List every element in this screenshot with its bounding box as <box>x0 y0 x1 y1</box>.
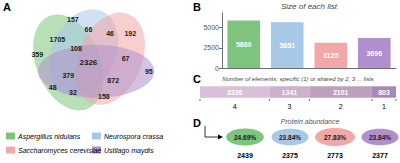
svg-text:C: C <box>193 73 201 85</box>
svg-text:Neurospora crassa: Neurospora crassa <box>104 133 163 141</box>
svg-text:192: 192 <box>124 30 136 37</box>
svg-text:B: B <box>193 1 201 13</box>
svg-text:2439: 2439 <box>237 152 253 159</box>
svg-text:46: 46 <box>106 30 114 37</box>
svg-text:872: 872 <box>107 77 119 84</box>
svg-text:108: 108 <box>70 45 82 52</box>
svg-text:1341: 1341 <box>282 89 298 96</box>
svg-text:359: 359 <box>31 51 43 58</box>
svg-text:803: 803 <box>378 89 390 96</box>
svg-text:2: 2 <box>339 103 343 110</box>
svg-text:Protein abundance: Protein abundance <box>281 118 340 125</box>
svg-text:2375: 2375 <box>282 152 298 159</box>
svg-text:3696: 3696 <box>366 50 382 57</box>
svg-text:1: 1 <box>382 103 386 110</box>
svg-text:2377: 2377 <box>372 152 388 159</box>
svg-text:2101: 2101 <box>333 89 349 96</box>
svg-text:158: 158 <box>98 93 110 100</box>
svg-text:67: 67 <box>122 55 130 62</box>
svg-text:0: 0 <box>215 65 219 72</box>
svg-text:5651: 5651 <box>279 42 295 49</box>
svg-text:48: 48 <box>49 84 57 91</box>
svg-text:D: D <box>193 117 201 129</box>
svg-text:27.83%: 27.83% <box>324 134 346 141</box>
svg-text:379: 379 <box>62 72 74 79</box>
svg-text:Ustilago maydis: Ustilago maydis <box>104 147 154 155</box>
svg-text:Saccharomyces cerevisiae: Saccharomyces cerevisiae <box>18 147 101 155</box>
svg-text:A: A <box>3 1 11 13</box>
svg-text:66: 66 <box>85 26 93 33</box>
svg-text:2326: 2326 <box>227 89 243 96</box>
svg-text:5000: 5000 <box>203 24 219 31</box>
svg-text:4: 4 <box>233 103 237 110</box>
svg-text:157: 157 <box>67 16 79 23</box>
svg-text:23.84%: 23.84% <box>279 134 301 141</box>
svg-text:5860: 5860 <box>236 41 252 48</box>
svg-text:23.84%: 23.84% <box>369 134 391 141</box>
svg-text:2773: 2773 <box>327 152 343 159</box>
svg-text:95: 95 <box>145 68 153 75</box>
svg-text:3125: 3125 <box>323 52 339 59</box>
svg-text:2500: 2500 <box>203 44 219 51</box>
svg-text:32: 32 <box>69 89 77 96</box>
svg-text:Aspergillus nidulans: Aspergillus nidulans <box>17 133 81 141</box>
svg-text:Size of each list: Size of each list <box>281 2 338 11</box>
svg-text:Number of elements: specific (: Number of elements: specific (1) or shar… <box>222 76 374 82</box>
svg-text:3: 3 <box>287 103 291 110</box>
svg-text:2326: 2326 <box>80 58 98 67</box>
svg-text:24.69%: 24.69% <box>234 134 256 141</box>
svg-text:1705: 1705 <box>50 36 66 43</box>
